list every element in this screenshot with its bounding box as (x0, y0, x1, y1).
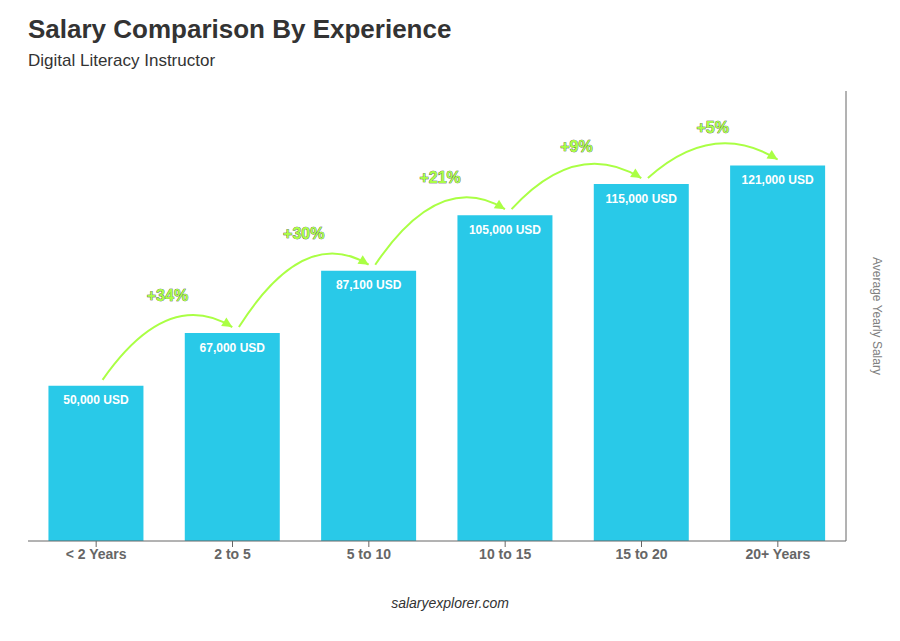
svg-text:10 to 15: 10 to 15 (479, 546, 531, 562)
svg-text:50,000 USD: 50,000 USD (63, 393, 129, 407)
svg-text:+5%: +5% (697, 119, 729, 136)
html-text:Salary Comparison By Experienc: Salary Comparison By Experience (28, 14, 452, 44)
svg-text:20+ Years: 20+ Years (745, 546, 810, 562)
svg-text:105,000 USD: 105,000 USD (469, 223, 541, 237)
svg-text:15 to 20: 15 to 20 (615, 546, 667, 562)
svg-text:115,000 USD: 115,000 USD (606, 192, 678, 206)
svg-text:2 to 5: 2 to 5 (214, 546, 251, 562)
svg-text:< 2 Years: < 2 Years (66, 546, 127, 562)
svg-text:+30%: +30% (283, 225, 324, 242)
svg-text:67,000 USD: 67,000 USD (200, 341, 266, 355)
svg-text:121,000 USD: 121,000 USD (742, 173, 814, 187)
svg-text:5 to 10: 5 to 10 (347, 546, 392, 562)
svg-text:Average Yearly Salary: Average Yearly Salary (870, 257, 884, 375)
html-text:Digital Literacy Instructor: Digital Literacy Instructor (28, 51, 216, 70)
svg-text:+9%: +9% (560, 138, 592, 155)
svg-text:+34%: +34% (147, 287, 188, 304)
svg-text:87,100 USD: 87,100 USD (336, 278, 402, 292)
html-text:salaryexplorer.com: salaryexplorer.com (391, 595, 509, 611)
svg-text:+21%: +21% (419, 169, 460, 186)
